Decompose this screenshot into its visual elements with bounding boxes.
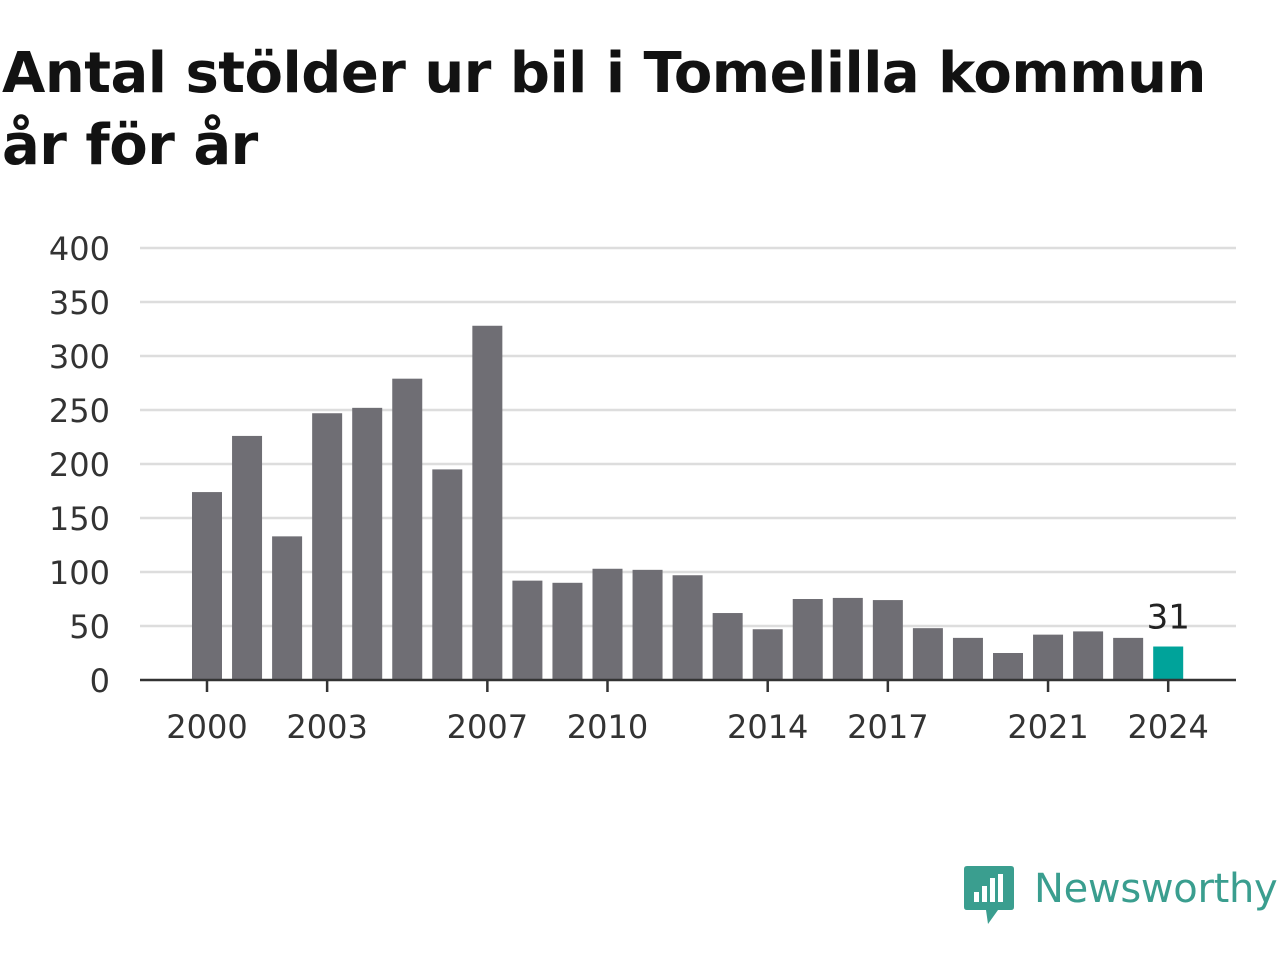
x-axis-tick-labels: 2000 2003 2007 2010 2014 2017 2021 2024 [166,708,1209,746]
data-labels: 31 [1147,598,1190,638]
logo-text: Newsworthy [1034,866,1278,912]
bar-2001 [232,435,263,680]
y-tick-label: 50 [69,608,110,646]
bar-2010 [592,568,623,680]
bar-2024 [1153,646,1184,680]
bar-2023 [1113,637,1144,680]
bar-2011 [632,569,663,680]
x-tick-label: 2014 [727,708,808,746]
x-tick-label: 2024 [1127,708,1208,746]
y-tick-label: 200 [49,446,110,484]
bar-2021 [1033,634,1064,680]
newsworthy-logo-icon [964,866,1014,924]
x-tick-label: 2000 [166,708,247,746]
bar-2015 [792,599,823,680]
newsworthy-logo: Newsworthy [964,866,1278,926]
bar-2020 [993,653,1023,680]
bar-2014 [752,629,783,680]
y-tick-label: 250 [49,392,110,430]
y-tick-label: 100 [49,554,110,592]
bar-chart: 0 50 100 150 200 250 300 350 400 2000 2003 2007 201… [49,230,1236,746]
bar-2006 [432,469,463,680]
x-tick-label: 2010 [567,708,648,746]
y-tick-label: 400 [49,230,110,268]
x-tick-label: 2021 [1007,708,1088,746]
bar-2012 [672,575,703,680]
bars [192,325,1184,680]
x-axis [140,678,1236,692]
bar-2002 [272,536,303,680]
gridlines [140,246,1236,628]
bar-2017 [872,600,903,680]
data-label: 31 [1147,598,1190,638]
bar-2007 [472,325,503,680]
bar-2005 [392,378,423,680]
bar-2013 [712,613,743,680]
bar-2018 [912,628,943,680]
y-tick-label: 300 [49,338,110,376]
bar-2009 [552,582,583,680]
bar-2016 [832,597,863,680]
y-tick-label: 0 [90,662,110,700]
chart-title: Antal stölder ur bil i Tomelilla kommun … [2,41,1206,178]
y-tick-label: 150 [49,500,110,538]
bar-2000 [192,492,222,680]
bar-2008 [512,580,543,680]
bar-2019 [952,637,983,680]
x-tick-label: 2017 [847,708,928,746]
x-tick-label: 2007 [447,708,528,746]
y-axis-tick-labels: 0 50 100 150 200 250 300 350 400 [49,230,110,700]
bar-2022 [1073,631,1104,680]
x-tick-label: 2003 [286,708,367,746]
bar-2003 [312,413,343,680]
bar-2004 [352,407,383,680]
y-tick-label: 350 [49,284,110,322]
